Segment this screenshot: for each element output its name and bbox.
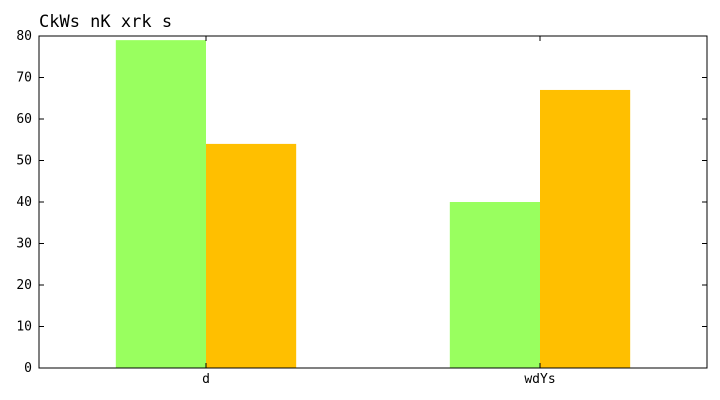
bar-d-series-1	[115, 40, 206, 369]
y-tick-label: 10	[16, 320, 32, 335]
bar-wdYs-series-2	[540, 89, 631, 368]
y-tick-label: 20	[16, 278, 32, 293]
y-tick-label: 50	[16, 154, 32, 169]
axes-layer: 0 10 20 30 40 50 60 70 80 d wdYs	[16, 29, 708, 387]
bar-wdYs-series-1	[449, 202, 540, 368]
y-tick-label: 70	[16, 71, 32, 86]
bar-d-series-2	[206, 143, 297, 368]
y-tick-label: 80	[16, 29, 32, 44]
x-tick-label: wdYs	[524, 372, 555, 387]
y-tick-label: 0	[24, 361, 32, 376]
y-tick-label: 60	[16, 112, 32, 127]
y-tick-label: 30	[16, 237, 32, 252]
chart-title: CkWs nK xrk s	[39, 12, 172, 32]
y-tick-label: 40	[16, 195, 32, 210]
bars-layer	[115, 40, 631, 369]
x-tick-label: d	[202, 372, 210, 387]
